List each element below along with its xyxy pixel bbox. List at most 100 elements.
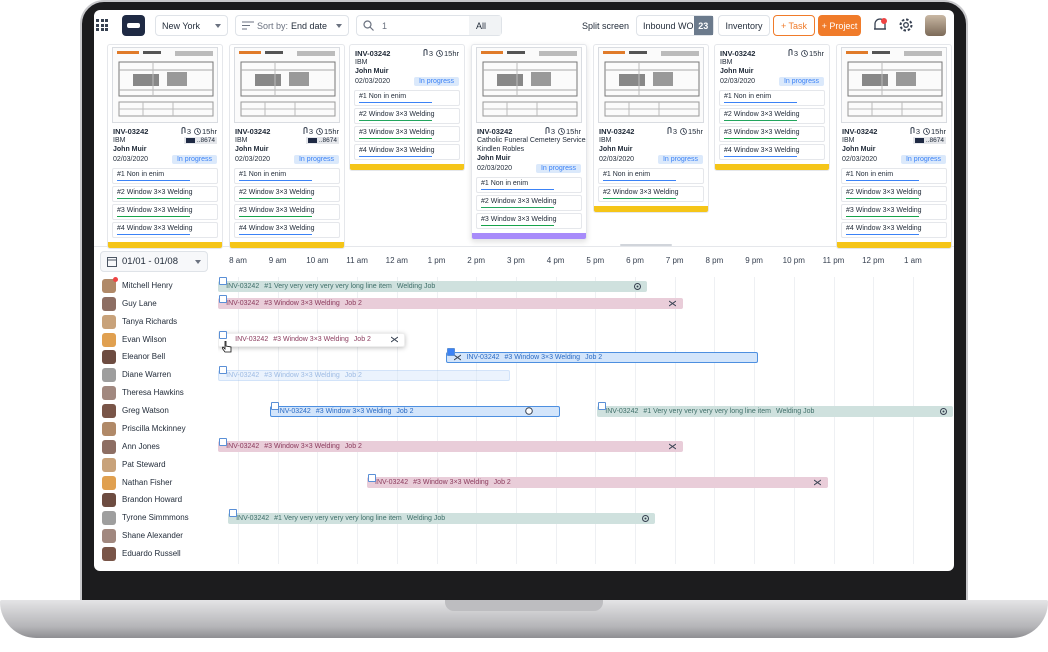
checkbox[interactable] [447, 348, 456, 357]
task-bar[interactable]: INV-03242 #3 Window 3×3 Welding Job 2 [269, 405, 560, 417]
person-name: Ann Jones [122, 441, 160, 451]
card-accent [108, 242, 222, 248]
date: 02/03/2020 [355, 78, 391, 85]
line-item-text: #2 Window 3×3 Welding [481, 198, 557, 205]
date-row: 02/03/2020 In progress [715, 76, 829, 87]
line-item-underline [239, 215, 312, 217]
task-item: #3 Window 3×3 Welding [273, 336, 349, 344]
date: 02/03/2020 [599, 156, 635, 163]
task-job: Job 2 [344, 300, 362, 308]
task-job: Welding Job [775, 407, 815, 415]
task-bar[interactable]: INV-03242 #3 Window 3×3 Welding Job 2 [218, 441, 683, 453]
logo[interactable] [122, 15, 145, 36]
line-item-underline [117, 215, 190, 217]
task-job: Job 2 [344, 371, 362, 379]
task-id: INV-03242 [375, 479, 409, 487]
clock-icon [558, 127, 565, 135]
card-accent [594, 206, 708, 212]
task-bar[interactable]: INV-03242 #3 Window 3×3 Welding Job 2 [218, 332, 405, 347]
checkbox[interactable] [219, 366, 228, 375]
grid-line [714, 277, 716, 564]
task-id: INV-03242 [605, 407, 639, 415]
grid-line [833, 277, 835, 564]
divider [94, 246, 954, 247]
line-item-text: #1 Non in enim [846, 171, 894, 178]
notification-icon[interactable] [872, 17, 888, 33]
task-bar[interactable]: INV-03242 #3 Window 3×3 Welding Job 2 [218, 369, 510, 381]
add-project-label: + Project [821, 20, 858, 31]
hour-label: 2 pm [467, 256, 486, 265]
card-header: INV-03242 3 15hr [715, 48, 829, 58]
avatar [102, 457, 116, 472]
status: In progress [900, 155, 946, 164]
line-item-text: #1 Non in enim [359, 93, 407, 100]
checkbox[interactable] [229, 509, 238, 518]
add-project-button[interactable]: + Project [818, 15, 861, 36]
task-bar[interactable]: INV-03242 #3 Window 3×3 Welding Job 2 [446, 351, 759, 363]
task-bar[interactable]: INV-03242 #1 Very very very very very lon… [218, 280, 647, 292]
shuffle-icon [668, 443, 676, 450]
grid-line [912, 277, 914, 564]
date-row: 02/03/2020 In progress [472, 163, 586, 174]
task-bar[interactable]: INV-03242 #1 Very very very very very lon… [228, 512, 655, 524]
filter[interactable]: All [469, 16, 501, 35]
task-id: INV-03242 [235, 336, 269, 344]
line-item: #4 Window 3×3 Welding [841, 222, 947, 238]
task-bar[interactable]: INV-03242 #1 Very very very very very lon… [597, 405, 953, 417]
line-item-underline [846, 179, 919, 181]
line-item-text: #1 Non in enim [724, 93, 772, 100]
hour-label: 3 pm [506, 256, 525, 265]
task-item: #1 Very very very very very long line it… [264, 282, 392, 290]
location-select[interactable]: New York [155, 15, 228, 36]
card-accent [837, 242, 951, 248]
blueprint [603, 51, 700, 117]
line-item: #4 Window 3×3 Welding [354, 144, 460, 160]
line-item: #1 Non in enim [841, 168, 947, 184]
checkbox[interactable] [219, 330, 228, 339]
attachment-count: 3 [550, 126, 555, 136]
split-screen-button[interactable]: Split screen [578, 15, 633, 36]
add-task-button[interactable]: + Task [773, 15, 815, 36]
line-item: #2 Window 3×3 Welding [476, 195, 582, 211]
line-item: #4 Window 3×3 Welding [112, 222, 218, 238]
settings-icon[interactable] [898, 17, 914, 33]
line-item-text: #4 Window 3×3 Welding [724, 147, 800, 154]
line-item-text: #2 Window 3×3 Welding [846, 189, 922, 196]
checkbox[interactable] [219, 277, 228, 285]
checkbox[interactable] [219, 294, 228, 303]
checkbox[interactable] [219, 437, 228, 446]
inbound-button[interactable]: Inbound WO 23 [636, 15, 714, 36]
checkbox[interactable] [270, 402, 279, 411]
line-item-text: #3 Window 3×3 Welding [481, 216, 557, 223]
shuffle-icon [668, 300, 676, 307]
line-item-text: #3 Window 3×3 Welding [239, 207, 315, 214]
date-range-select[interactable]: 01/01 - 01/08 [100, 251, 208, 272]
client-contact: Kindlen Robles [477, 146, 525, 153]
avatar [102, 350, 116, 365]
inbound-count: 23 [693, 16, 713, 35]
resize-handle[interactable] [620, 244, 672, 246]
sort-select[interactable]: Sort by: End date [235, 15, 349, 36]
line-item-underline [603, 197, 676, 199]
task-bar[interactable]: INV-03242 #3 Window 3×3 Welding Job 2 [218, 298, 683, 310]
task-bar[interactable]: INV-03242 #3 Window 3×3 Welding Job 2 [367, 477, 828, 489]
checkbox[interactable] [598, 402, 607, 411]
status: In progress [657, 155, 703, 164]
attachment-count: 3 [308, 126, 313, 136]
user-avatar[interactable] [925, 15, 946, 36]
add-task-label: + Task [780, 20, 808, 31]
work-order-id: INV-03242 [355, 48, 391, 58]
inventory-button[interactable]: Inventory [718, 15, 770, 36]
search-box[interactable]: 1 All [356, 15, 502, 36]
line-item: #1 Non in enim [598, 168, 704, 184]
line-item-underline [846, 215, 919, 217]
attachment-icon [788, 49, 793, 56]
checkbox[interactable] [368, 473, 377, 482]
task-job: Job 2 [493, 479, 511, 487]
person-name: Greg Watson [122, 406, 169, 416]
task-item: #3 Window 3×3 Welding [413, 479, 489, 487]
apps-icon[interactable] [96, 19, 108, 31]
contact: John Muir [599, 146, 633, 153]
work-order-id: INV-03242 [720, 48, 756, 58]
